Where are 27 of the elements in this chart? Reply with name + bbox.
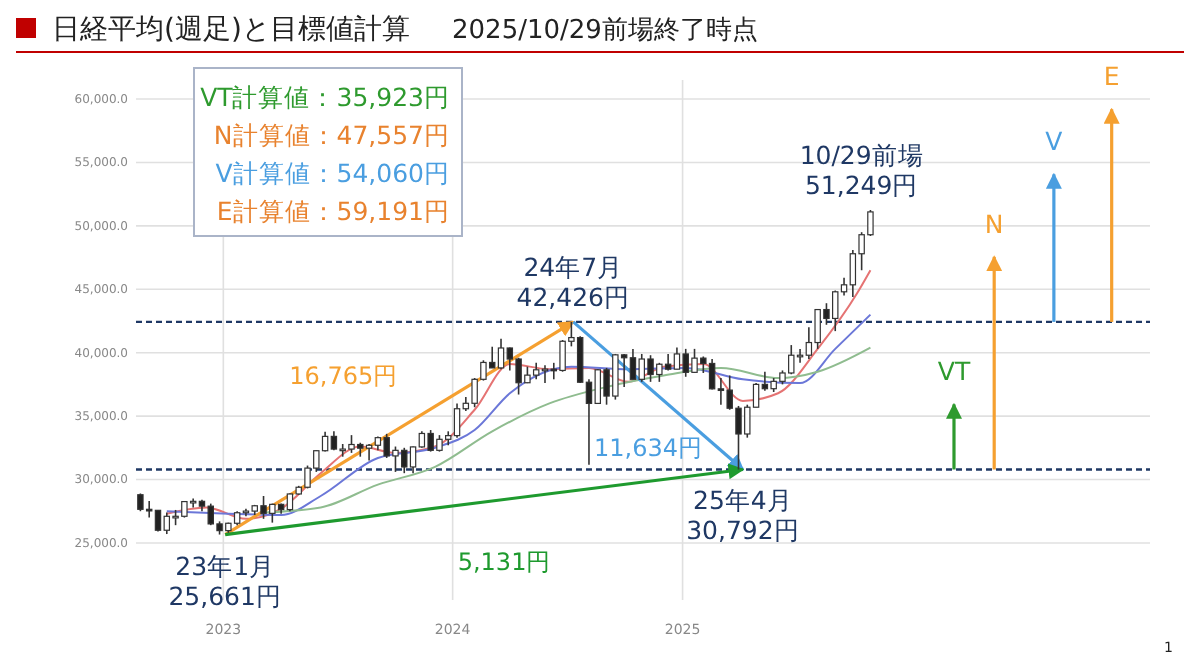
- annotation: 24年7月 42,426円: [516, 251, 631, 312]
- annotation: 10/29前場 51,249円: [799, 140, 924, 201]
- candlestick: [453, 402, 461, 439]
- annotation: E計算値：59,191円: [216, 196, 450, 226]
- series-label: V: [1045, 126, 1064, 157]
- series-label: 16,765円: [289, 362, 398, 391]
- annotation: N計算値：47,557円: [213, 120, 450, 150]
- series-label: 5,131円: [457, 548, 551, 577]
- candlestick: [497, 337, 505, 370]
- annotation: 25年4月 30,792円: [686, 485, 800, 546]
- chart-title: 日経平均(週足)と目標値計算: [52, 14, 410, 46]
- series-label: VT: [937, 356, 971, 387]
- annotation: V計算値：54,060円: [215, 158, 450, 188]
- line-series: [165, 313, 872, 517]
- series-label: E: [1103, 61, 1120, 92]
- candlestick: [594, 368, 602, 405]
- series-label: N: [984, 208, 1004, 239]
- candlestick: [673, 346, 681, 370]
- annotation: 23年1月 25,661円: [168, 550, 282, 611]
- candlestick: [629, 348, 637, 381]
- series-label: 11,634円: [594, 433, 703, 462]
- candlestick: [708, 358, 716, 391]
- line-series: [262, 346, 872, 514]
- chart-subtitle: 2025/10/29前場終了時点: [452, 16, 758, 46]
- candlestick: [365, 443, 373, 462]
- candlestick: [163, 511, 171, 535]
- annotation: VT計算値：35,923円: [200, 82, 450, 112]
